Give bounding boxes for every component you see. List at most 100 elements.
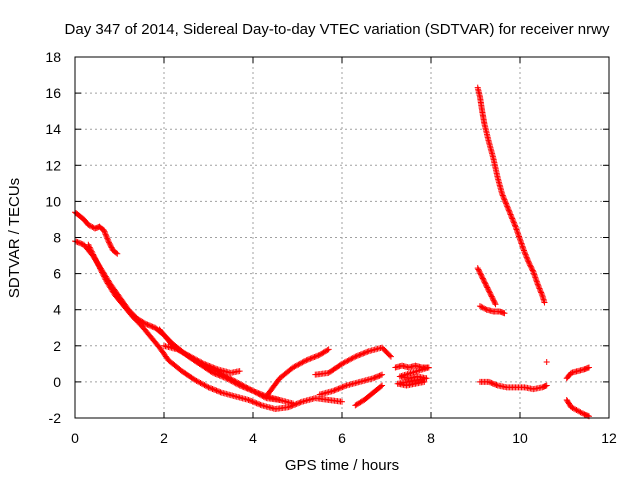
data-point (493, 381, 500, 388)
data-point (340, 360, 347, 367)
data-point (186, 352, 193, 359)
y-tick-labels: -2 0 2 4 6 8 10 12 14 16 18 (45, 49, 61, 426)
y-tick-label: 4 (53, 302, 61, 318)
data-point (503, 202, 510, 209)
data-point (484, 284, 491, 291)
data-point (361, 349, 368, 356)
data-point (338, 384, 345, 391)
data-point (527, 263, 534, 270)
data-point (302, 357, 309, 364)
data-point (578, 409, 585, 416)
data-point (102, 229, 109, 236)
data-point (484, 285, 491, 292)
data-point (476, 269, 483, 276)
data-point (253, 400, 260, 407)
data-point (233, 379, 240, 386)
data-point (489, 380, 496, 387)
data-point (300, 358, 307, 365)
data-point (481, 279, 488, 286)
data-point (511, 220, 518, 227)
data-point (209, 385, 216, 392)
data-point (88, 223, 95, 230)
data-point (147, 322, 154, 329)
data-point (482, 280, 489, 287)
data-point (202, 361, 209, 368)
data-point (104, 235, 111, 242)
data-point (257, 401, 264, 408)
data-point (315, 352, 322, 359)
data-point (199, 360, 206, 367)
data-point (568, 404, 575, 411)
data-point (77, 240, 84, 247)
data-point (93, 258, 100, 265)
data-point (490, 297, 497, 304)
data-point (196, 379, 203, 386)
data-point (500, 195, 507, 202)
data-point (92, 255, 99, 262)
data-point (86, 244, 93, 251)
data-point (195, 357, 202, 364)
data-point (101, 273, 108, 280)
series-track-c (72, 238, 297, 407)
data-point (386, 352, 393, 359)
data-point (339, 384, 346, 391)
data-point (543, 359, 550, 366)
data-point (500, 193, 507, 200)
data-point (250, 387, 256, 394)
data-point (96, 263, 103, 270)
data-point (179, 349, 186, 356)
data-point (101, 228, 108, 235)
data-point (535, 282, 542, 289)
data-point (336, 385, 343, 392)
data-point (177, 347, 184, 354)
series-track-n (476, 303, 508, 317)
data-point (534, 281, 541, 288)
data-point (228, 376, 235, 383)
data-point (527, 262, 534, 269)
y-axis-label: SDTVAR / TECUs (6, 178, 23, 298)
data-point (499, 192, 506, 199)
data-point (206, 384, 213, 391)
data-point (252, 399, 259, 406)
data-point (490, 380, 497, 387)
data-point (488, 292, 495, 299)
data-point (335, 385, 342, 392)
data-point (205, 362, 212, 369)
data-point (529, 267, 536, 274)
data-point (379, 382, 386, 389)
data-point (499, 191, 506, 198)
data-point (339, 360, 345, 367)
data-point (291, 363, 298, 370)
data-point (538, 290, 545, 297)
data-point (486, 288, 493, 295)
data-point (524, 257, 531, 264)
data-point (505, 207, 512, 214)
data-point (235, 379, 242, 386)
y-tick-label: 0 (53, 374, 61, 390)
data-point (340, 383, 347, 390)
data-point (501, 197, 508, 204)
data-point (482, 305, 489, 312)
data-point (207, 363, 214, 370)
x-tick-label: 4 (249, 430, 257, 446)
data-point (343, 358, 350, 365)
data-point (198, 359, 205, 366)
y-tick-label: -2 (49, 410, 62, 426)
data-point (143, 321, 150, 328)
data-point (245, 396, 252, 403)
data-point (360, 350, 367, 357)
data-point (211, 365, 218, 372)
data-point (249, 398, 256, 405)
y-tick-label: 8 (53, 230, 61, 246)
data-point (510, 218, 517, 225)
data-point (506, 208, 513, 215)
data-point (75, 239, 82, 246)
data-point (247, 386, 254, 393)
data-point (214, 388, 221, 395)
series-track-o (476, 378, 550, 393)
data-point (487, 290, 494, 297)
data-point (225, 374, 232, 381)
data-point (355, 352, 362, 359)
data-point (491, 298, 498, 305)
data-point (373, 373, 380, 380)
